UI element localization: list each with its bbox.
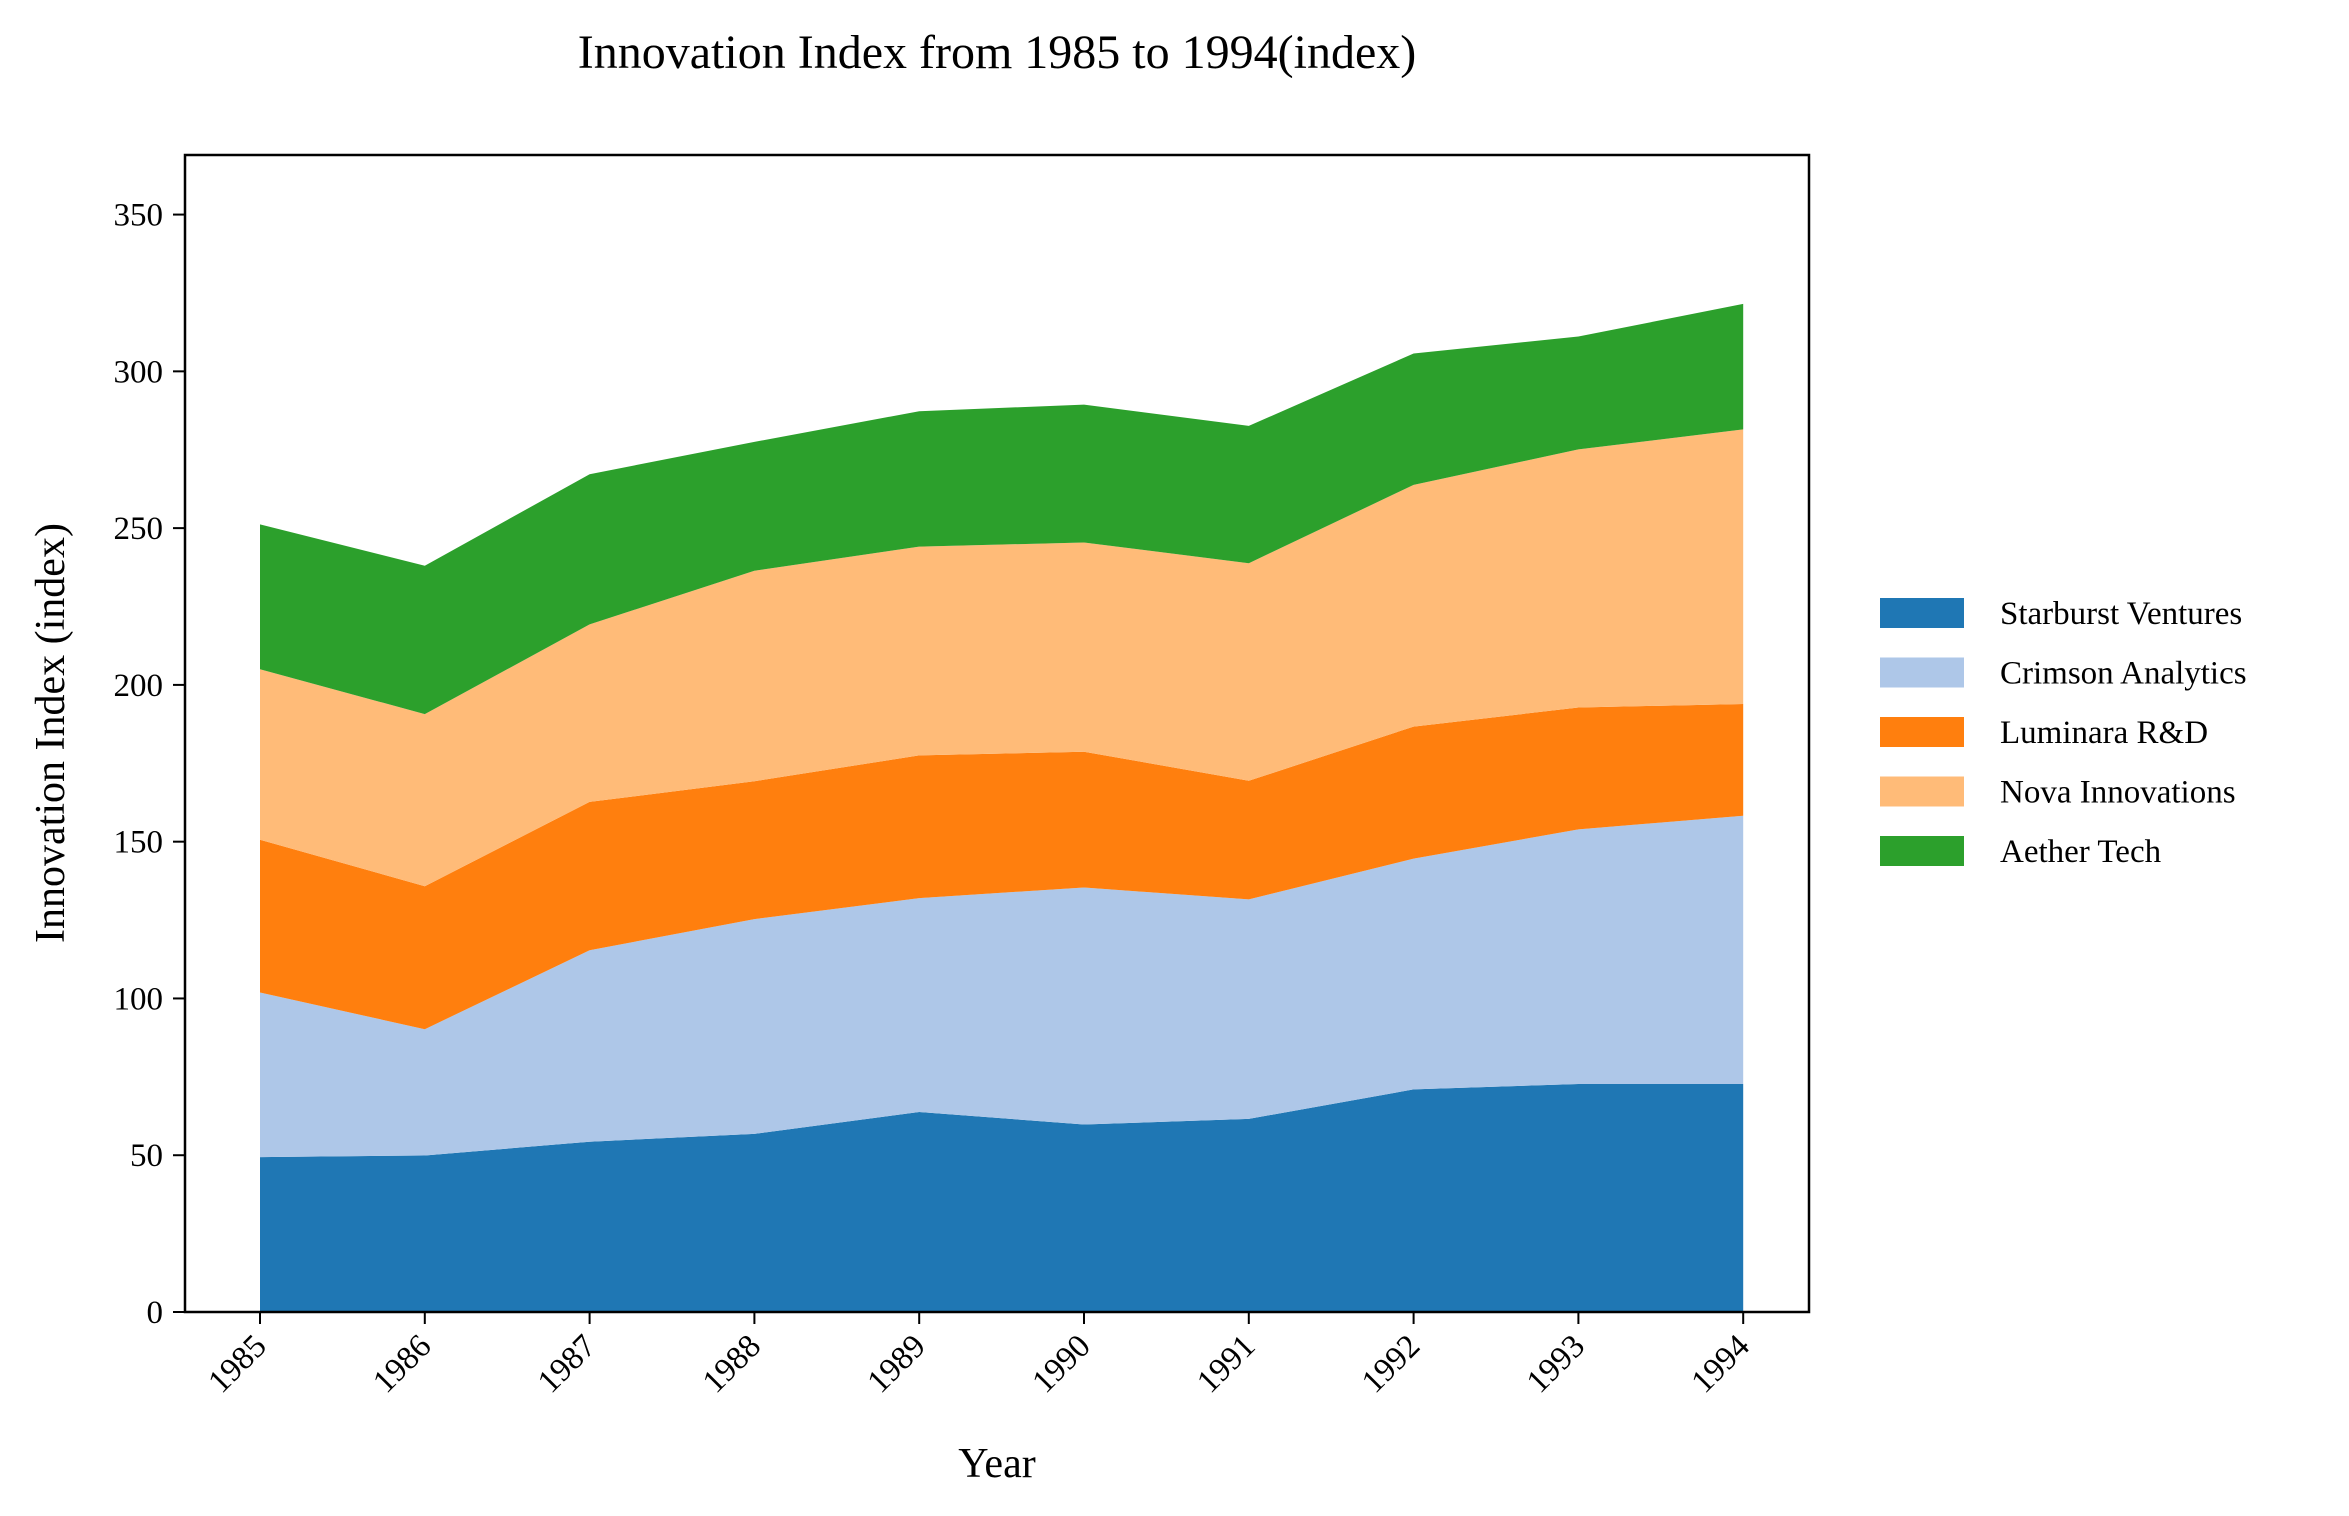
legend-label: Nova Innovations xyxy=(2000,775,2236,811)
legend-swatch xyxy=(1880,776,1964,807)
legend-swatch xyxy=(1880,717,1964,747)
x-tick-label: 1990 xyxy=(1026,1328,1098,1400)
x-tick-label: 1987 xyxy=(531,1328,603,1400)
chart-title: Innovation Index from 1985 to 1994(index… xyxy=(578,26,1417,79)
legend-swatch xyxy=(1880,836,1964,866)
y-tick-label: 200 xyxy=(114,668,164,704)
legend-label: Starburst Ventures xyxy=(2000,596,2242,632)
area-crimson-analytics xyxy=(260,815,1744,1158)
y-axis-label: Innovation Index (index) xyxy=(28,523,74,943)
legend-label: Aether Tech xyxy=(2000,834,2162,870)
x-tick-label: 1985 xyxy=(202,1328,274,1400)
x-axis-label: Year xyxy=(958,1441,1035,1487)
y-tick-label: 100 xyxy=(114,981,164,1017)
legend-swatch xyxy=(1880,598,1964,628)
y-tick-label: 250 xyxy=(114,511,164,547)
y-tick-label: 350 xyxy=(114,198,164,234)
x-tick-label: 1989 xyxy=(861,1328,933,1400)
area-starburst-ventures xyxy=(260,1084,1744,1312)
y-tick-label: 0 xyxy=(147,1295,164,1331)
plot-frame xyxy=(183,153,1811,1314)
area-nova-innovations xyxy=(260,429,1744,887)
legend-swatch xyxy=(1880,657,1964,688)
x-tick-label: 1993 xyxy=(1520,1328,1592,1400)
x-axis: 1985 1986 1987 1988 1989 1990 1991 1992 1993 1994 xyxy=(202,1312,1757,1400)
legend-label: Luminara R&D xyxy=(2000,715,2208,751)
series-areas xyxy=(260,303,1744,1312)
y-tick-label: 300 xyxy=(114,354,164,390)
legend-label: Crimson Analytics xyxy=(2000,656,2247,692)
y-tick-label: 50 xyxy=(130,1138,163,1174)
y-axis: 0 50 100 150 200 250 300 350 xyxy=(114,198,185,1331)
x-tick-label: 1986 xyxy=(366,1328,438,1400)
x-tick-label: 1992 xyxy=(1355,1328,1427,1400)
legend: Starburst Ventures Crimson Analytics Lumin… xyxy=(1880,596,2247,870)
area-aether-tech xyxy=(260,303,1744,715)
x-tick-label: 1991 xyxy=(1190,1328,1262,1400)
area-luminara-r-d xyxy=(260,704,1744,1030)
x-tick-label: 1988 xyxy=(696,1328,768,1400)
y-tick-label: 150 xyxy=(114,825,164,861)
x-tick-label: 1994 xyxy=(1685,1328,1757,1400)
